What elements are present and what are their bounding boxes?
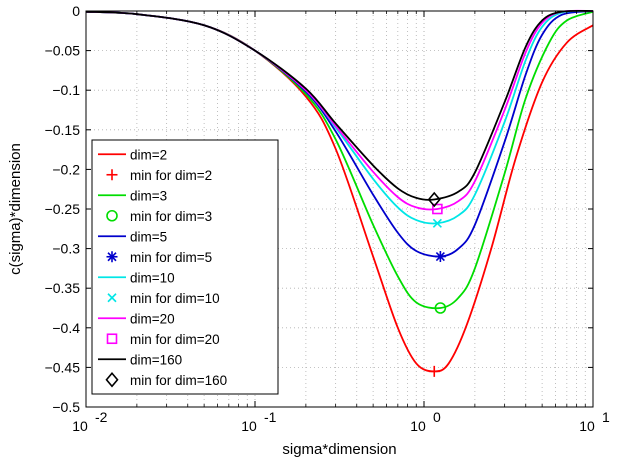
- ticks: 0 −0.05 −0.1 −0.15 −0.2 −0.25 −0.3 −0.35 −0.4 −0.…: [45, 3, 610, 434]
- y-tick-label: −0.15: [45, 122, 81, 138]
- x-tick-label: 10: [72, 418, 88, 434]
- min-marker-dim-5: [434, 251, 446, 263]
- legend-marker-swatch: [105, 372, 119, 388]
- y-tick-label: −0.25: [45, 201, 81, 217]
- legend-entry-label: min for dim=160: [130, 373, 227, 388]
- y-tick-label: −0.3: [52, 241, 80, 257]
- y-tick-label: −0.45: [45, 359, 81, 375]
- y-tick-label: 0: [72, 3, 80, 19]
- x-tick-exponent: -2: [95, 409, 108, 425]
- y-tick-label: −0.2: [52, 161, 80, 177]
- min-marker-dim-20: [432, 203, 443, 215]
- legend-entry-label: min for dim=5: [130, 250, 212, 265]
- legend-entry-label: dim=2: [130, 147, 167, 162]
- x-tick-exponent: 1: [602, 409, 610, 425]
- legend-entry-label: dim=20: [130, 311, 175, 326]
- x-tick-exponent: -1: [264, 409, 277, 425]
- y-axis-label: c(sigma)*dimension: [7, 143, 24, 275]
- legend-entry-label: dim=3: [130, 188, 167, 203]
- legend-entry-label: min for dim=2: [130, 168, 212, 183]
- legend-box: [91, 139, 279, 395]
- y-tick-label: −0.4: [52, 320, 80, 336]
- legend-entry-label: dim=5: [130, 229, 167, 244]
- y-tick-label: −0.5: [52, 399, 80, 415]
- x-tick-exponent: 0: [433, 409, 441, 425]
- legend-entry-label: min for dim=10: [130, 291, 220, 306]
- x-axis-label: sigma*dimension: [282, 441, 396, 458]
- series-group: [85, 9, 594, 373]
- min-marker-dim-160: [427, 191, 441, 208]
- legend-entry-label: min for dim=3: [130, 209, 212, 224]
- x-tick-label: 10: [410, 418, 426, 434]
- legend: dim=2 min for dim=2 dim=3 min for dim=3 dim=…: [91, 139, 279, 395]
- min-markers: [427, 191, 447, 377]
- series-line-dim-160: [85, 9, 594, 201]
- legend-entry-label: dim=160: [130, 352, 182, 367]
- x-tick-label: 10: [579, 418, 595, 434]
- legend-marker-swatch: [106, 333, 118, 345]
- legend-marker-swatch: [106, 209, 118, 222]
- legend-entry-label: min for dim=20: [130, 332, 220, 347]
- legend-entry-label: dim=10: [130, 270, 175, 285]
- min-marker-dim-2: [428, 365, 440, 377]
- y-tick-label: −0.1: [52, 82, 80, 98]
- y-tick-label: −0.35: [45, 280, 81, 296]
- x-tick-label: 10: [241, 418, 257, 434]
- legend-marker-swatch: [106, 169, 118, 181]
- legend-marker-swatch: [107, 293, 117, 303]
- min-marker-dim-3: [434, 302, 447, 314]
- y-tick-label: −0.05: [45, 43, 81, 59]
- min-marker-dim-10: [432, 218, 442, 228]
- legend-marker-swatch: [106, 251, 118, 263]
